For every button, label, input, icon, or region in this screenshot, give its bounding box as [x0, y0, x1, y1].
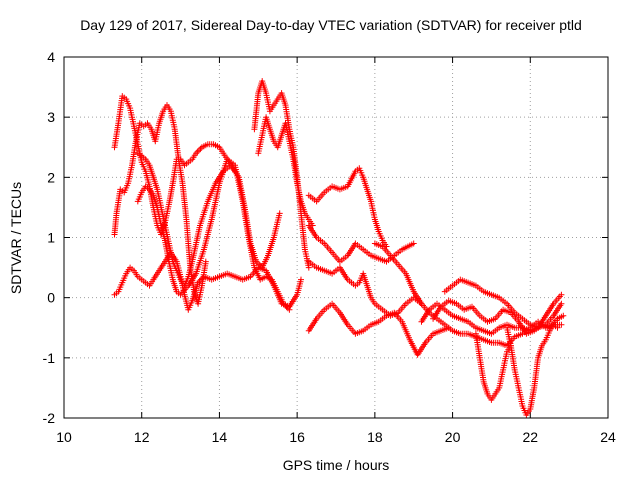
x-tick-label: 14	[212, 429, 228, 445]
x-tick-label: 18	[367, 429, 383, 445]
x-tick-labels: 10 12 14 16 18 20 22 24	[56, 429, 616, 445]
series-group	[305, 165, 390, 250]
y-tick-label: 0	[47, 290, 55, 306]
y-axis-label: SDTVAR / TECUs	[8, 182, 24, 294]
series-group	[472, 330, 514, 403]
y-tick-label: 3	[47, 109, 55, 125]
grid-lines	[64, 57, 608, 418]
series-group	[255, 114, 316, 229]
x-tick-label: 12	[134, 429, 150, 445]
data-point-markers	[472, 330, 514, 403]
series-group	[134, 156, 293, 313]
x-tick-label: 20	[445, 429, 461, 445]
x-tick-label: 24	[600, 429, 616, 445]
data-point-markers	[305, 222, 417, 265]
x-tick-label: 22	[522, 429, 538, 445]
series-group	[504, 321, 561, 418]
y-tick-label: -2	[43, 410, 56, 426]
x-tick-label: 10	[56, 429, 72, 445]
data-point-markers	[134, 156, 293, 313]
data-point-markers	[371, 240, 565, 349]
plot-frame	[63, 56, 609, 419]
series-group	[305, 222, 417, 265]
series-group	[111, 102, 209, 307]
y-tick-label: -1	[43, 350, 56, 366]
series-group	[371, 240, 565, 349]
y-tick-label: 4	[47, 49, 55, 65]
data-points	[111, 78, 567, 418]
data-point-markers	[305, 300, 452, 358]
series-group	[305, 300, 452, 358]
x-tick-label: 16	[289, 429, 305, 445]
data-point-markers	[305, 165, 390, 250]
y-tick-labels: -2 -1 0 1 2 3 4	[43, 49, 56, 426]
x-axis-label: GPS time / hours	[283, 457, 390, 473]
data-point-markers	[111, 102, 209, 307]
data-point-markers	[504, 321, 561, 418]
data-point-markers	[255, 114, 316, 229]
y-tick-label: 1	[47, 230, 55, 246]
chart-title: Day 129 of 2017, Sidereal Day-to-day VTE…	[80, 17, 582, 33]
y-tick-label: 2	[47, 169, 55, 185]
